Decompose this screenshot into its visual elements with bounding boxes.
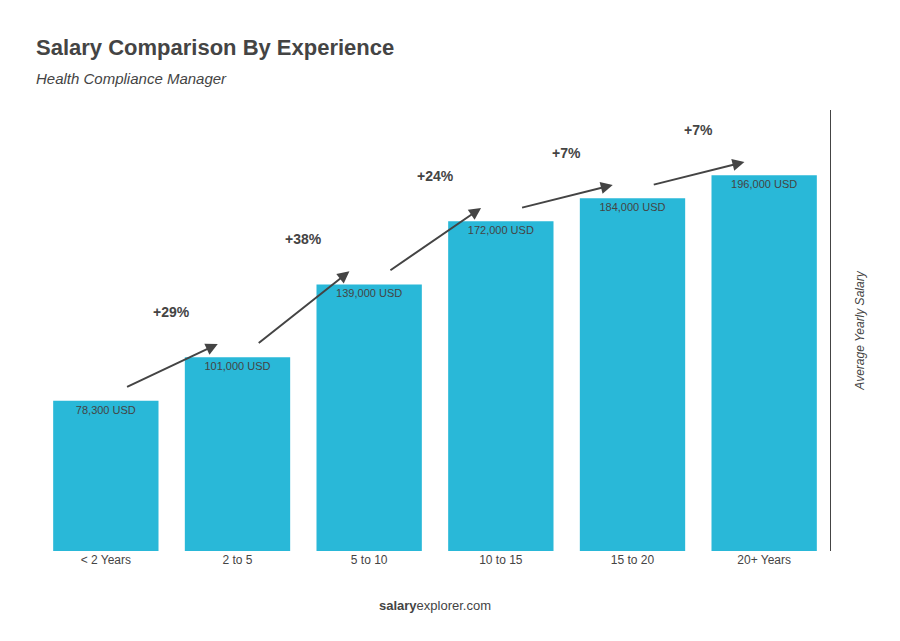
svg-text:10 to 15: 10 to 15: [479, 553, 523, 567]
svg-text:+29%: +29%: [153, 304, 190, 320]
svg-text:5 to 10: 5 to 10: [351, 553, 388, 567]
svg-text:salaryexplorer.com: salaryexplorer.com: [379, 598, 491, 613]
svg-text:+7%: +7%: [684, 122, 713, 138]
svg-text:172,000 USD: 172,000 USD: [468, 224, 534, 236]
svg-text:< 2 Years: < 2 Years: [81, 553, 131, 567]
svg-text:139,000 USD: 139,000 USD: [336, 287, 402, 299]
svg-text:+24%: +24%: [417, 168, 454, 184]
svg-text:2 to 5: 2 to 5: [222, 553, 252, 567]
svg-text:78,300 USD: 78,300 USD: [76, 404, 136, 416]
svg-text:Health Compliance Manager: Health Compliance Manager: [36, 70, 227, 87]
svg-text:Average Yearly Salary: Average Yearly Salary: [853, 270, 867, 390]
svg-text:+7%: +7%: [552, 145, 581, 161]
svg-text:Salary Comparison By Experienc: Salary Comparison By Experience: [36, 35, 394, 60]
svg-text:196,000 USD: 196,000 USD: [731, 178, 797, 190]
svg-text:+38%: +38%: [285, 231, 322, 247]
svg-text:184,000 USD: 184,000 USD: [599, 201, 665, 213]
svg-text:20+ Years: 20+ Years: [737, 553, 791, 567]
svg-text:15 to 20: 15 to 20: [611, 553, 655, 567]
svg-text:101,000 USD: 101,000 USD: [204, 360, 270, 372]
